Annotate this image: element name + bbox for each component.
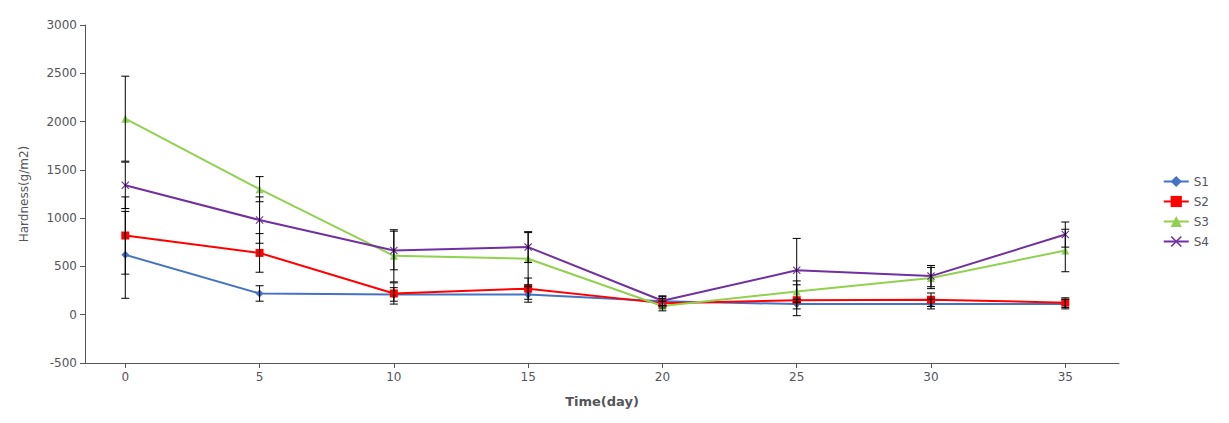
svg-text:Hardness(g/m2): Hardness(g/m2) [17, 146, 31, 243]
svg-text:2000: 2000 [46, 115, 77, 129]
svg-text:10: 10 [386, 370, 401, 384]
svg-text:15: 15 [521, 370, 536, 384]
svg-text:20: 20 [655, 370, 670, 384]
svg-text:1000: 1000 [46, 211, 77, 225]
svg-text:25: 25 [789, 370, 804, 384]
svg-text:S1: S1 [1194, 175, 1209, 189]
svg-text:2500: 2500 [46, 66, 77, 80]
svg-text:-500: -500 [50, 356, 77, 370]
svg-text:S4: S4 [1194, 235, 1209, 249]
svg-text:500: 500 [54, 259, 77, 273]
svg-text:Time(day): Time(day) [565, 394, 639, 409]
svg-text:S3: S3 [1194, 215, 1209, 229]
svg-text:3000: 3000 [46, 18, 77, 32]
svg-text:1500: 1500 [46, 163, 77, 177]
svg-text:5: 5 [256, 370, 264, 384]
svg-text:0: 0 [69, 308, 77, 322]
svg-text:S2: S2 [1194, 195, 1209, 209]
svg-text:35: 35 [1058, 370, 1073, 384]
svg-text:0: 0 [121, 370, 129, 384]
svg-text:30: 30 [923, 370, 938, 384]
